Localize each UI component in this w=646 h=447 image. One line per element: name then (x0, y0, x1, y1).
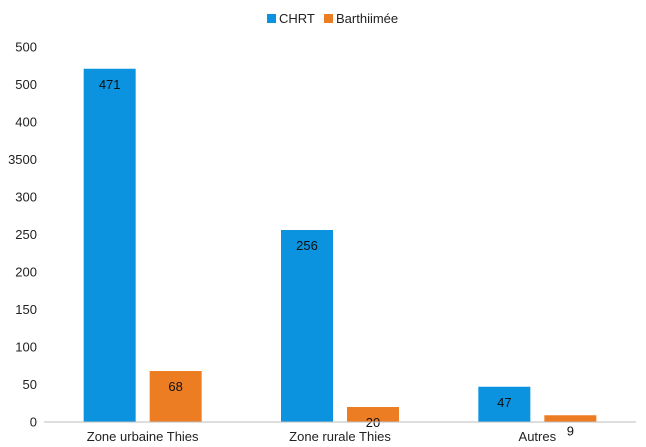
y-tick-label: 150 (15, 302, 37, 317)
bar-chrt-zone-urbaine-thies (83, 68, 136, 422)
x-category-label-zone-rurale-thies: Zone rurale Thies (289, 429, 391, 444)
bars (83, 68, 597, 422)
data-label-chrt-zone-rurale-thies: 256 (296, 238, 318, 253)
y-tick-label: 0 (30, 415, 37, 430)
y-tick-label: 200 (15, 265, 37, 280)
data-label-chrt-autres: 47 (497, 395, 511, 410)
y-tick-label: 400 (15, 115, 37, 130)
y-tick-label: 300 (15, 190, 37, 205)
y-tick-label: 3500 (8, 152, 37, 167)
y-tick-label: 50 (23, 377, 37, 392)
data-label-chrt-zone-urbaine-thies: 471 (99, 77, 121, 92)
y-axis: 0 50 100 150 200 250 300 3500 400 500 500 (8, 40, 37, 430)
bar-barthiimee-zone-urbaine-thies (149, 371, 202, 422)
y-tick-label: 100 (15, 340, 37, 355)
y-tick-label: 500 (15, 77, 37, 92)
bar-chrt-zone-rurale-thies (281, 230, 333, 422)
legend: CHRT Barthiimée (267, 11, 398, 26)
legend-label-barthiimee: Barthiimée (336, 11, 398, 26)
x-category-label-autres: Autres (519, 429, 557, 444)
legend-label-chrt: CHRT (279, 11, 315, 26)
y-tick-label: 500 (15, 40, 37, 55)
legend-swatch-barthiimee (324, 14, 333, 23)
data-label-barthiimee-autres: 9 (567, 423, 574, 438)
x-axis: Zone urbaine Thies Zone rurale Thies Autre… (44, 421, 636, 444)
legend-swatch-chrt (267, 14, 276, 23)
data-label-barthiimee-zone-urbaine-thies: 68 (168, 379, 182, 394)
bar-chrt-autres (478, 386, 531, 422)
bar-barthiimee-autres (544, 415, 597, 422)
x-category-label-zone-urbaine-thies: Zone urbaine Thies (87, 429, 199, 444)
bar-barthiimee-zone-rurale-thies (347, 407, 399, 422)
y-tick-label: 250 (15, 227, 37, 242)
